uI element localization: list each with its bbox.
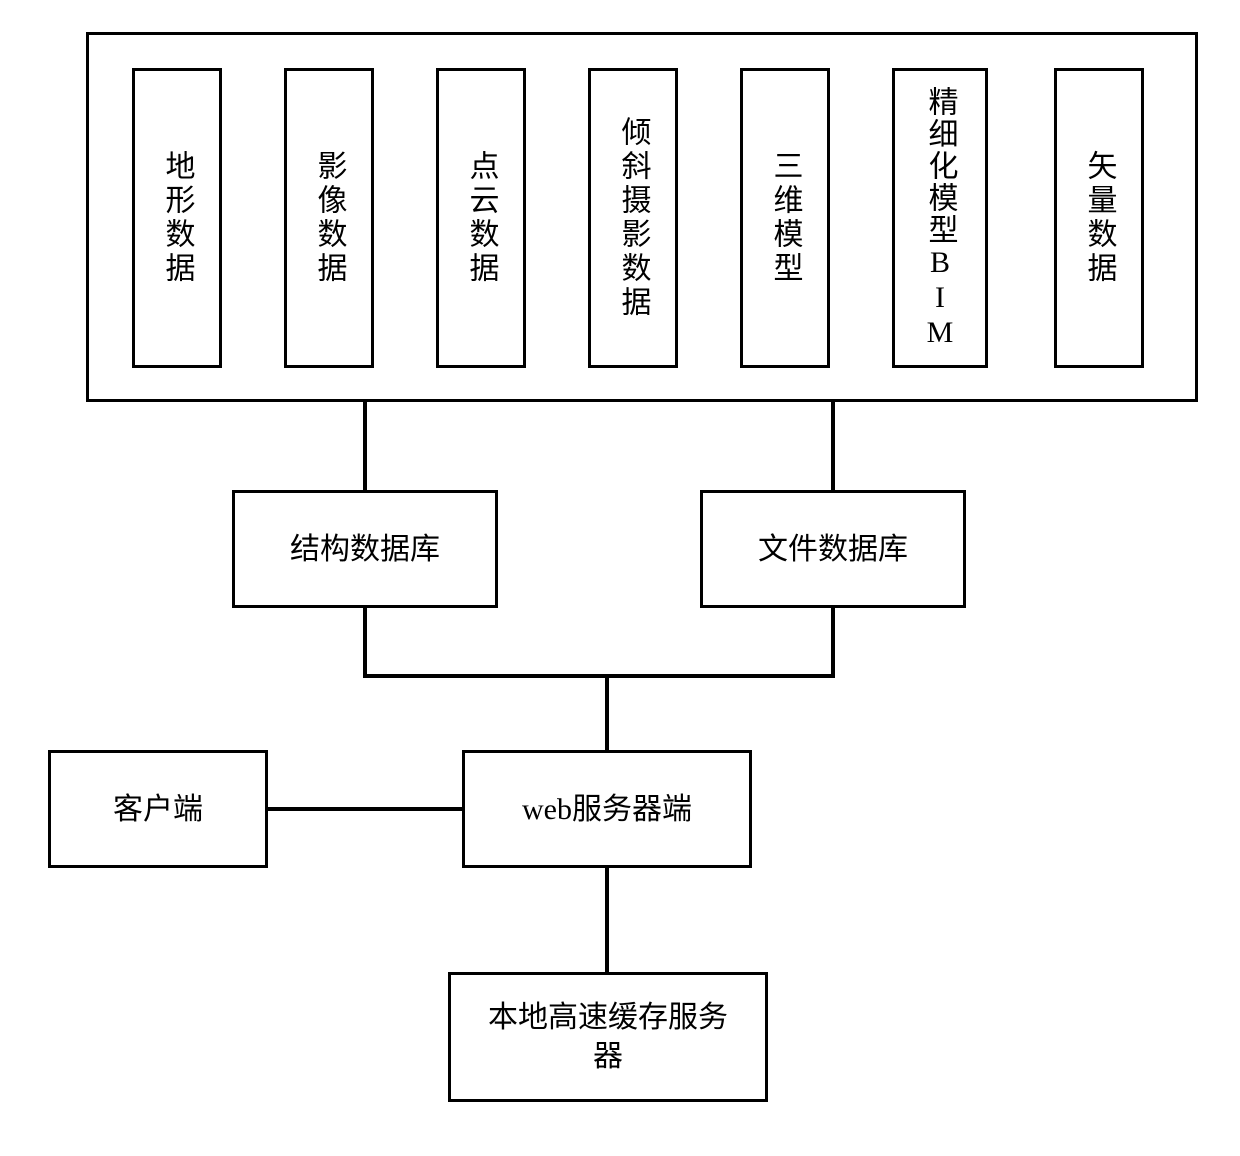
node-data-oblique: 倾斜摄影数据	[588, 68, 678, 368]
label-data-image: 影像数据	[313, 150, 346, 286]
label-cache-server: 本地高速缓存服务器	[478, 998, 738, 1076]
edge-webserver-cache	[605, 868, 609, 972]
node-web-server: web服务器端	[462, 750, 752, 868]
label-db-file: 文件数据库	[758, 530, 908, 569]
label-data-vector: 矢量数据	[1083, 150, 1116, 286]
node-data-vector: 矢量数据	[1054, 68, 1144, 368]
label-data-bim: 精细化模型BIM	[924, 86, 957, 351]
node-data-pointcloud: 点云数据	[436, 68, 526, 368]
label-data-pointcloud: 点云数据	[465, 150, 498, 286]
node-client: 客户端	[48, 750, 268, 868]
edge-container-dbfile	[831, 402, 835, 490]
node-data-bim: 精细化模型BIM	[892, 68, 988, 368]
label-data-terrain: 地形数据	[161, 150, 194, 286]
node-data-3dmodel: 三维模型	[740, 68, 830, 368]
edge-join-webserver	[605, 674, 609, 750]
edge-client-webserver	[268, 807, 462, 811]
label-data-3dmodel: 三维模型	[769, 150, 802, 286]
edge-join-horizontal	[363, 674, 835, 678]
node-data-terrain: 地形数据	[132, 68, 222, 368]
node-db-file: 文件数据库	[700, 490, 966, 608]
node-cache-server: 本地高速缓存服务器	[448, 972, 768, 1102]
label-client: 客户端	[113, 790, 203, 829]
label-data-oblique: 倾斜摄影数据	[617, 116, 650, 320]
node-data-image: 影像数据	[284, 68, 374, 368]
edge-container-dbstruct	[363, 402, 367, 490]
diagram-canvas: 地形数据 影像数据 点云数据 倾斜摄影数据 三维模型 精细化模型BIM 矢量数据…	[0, 0, 1240, 1156]
label-db-struct: 结构数据库	[290, 530, 440, 569]
edge-dbstruct-down	[363, 608, 367, 678]
node-db-struct: 结构数据库	[232, 490, 498, 608]
label-web-server: web服务器端	[522, 790, 692, 829]
edge-dbfile-down	[831, 608, 835, 678]
